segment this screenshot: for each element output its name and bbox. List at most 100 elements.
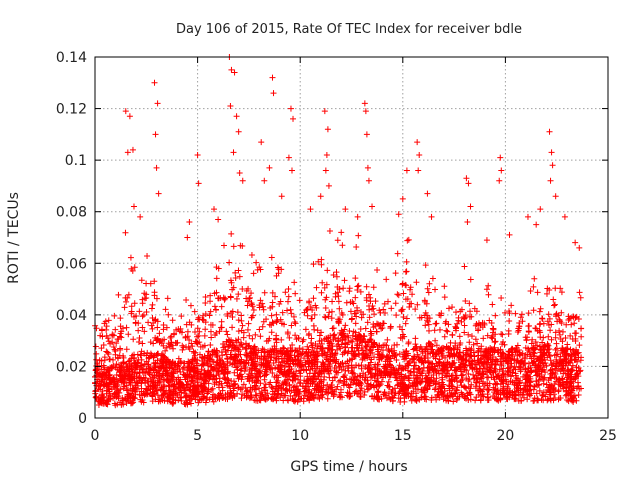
data-point	[123, 346, 130, 353]
data-point	[556, 394, 563, 401]
data-point	[387, 355, 394, 362]
data-point	[364, 377, 371, 384]
data-point	[335, 318, 342, 325]
data-point	[222, 295, 229, 302]
data-point	[255, 374, 262, 381]
data-point	[347, 375, 354, 382]
data-point	[218, 363, 225, 370]
data-point	[173, 326, 180, 333]
data-point	[243, 295, 250, 302]
data-point	[194, 381, 201, 388]
data-point	[485, 397, 492, 404]
data-point	[423, 300, 430, 307]
data-point	[475, 320, 482, 327]
data-point	[135, 320, 142, 327]
data-point	[423, 375, 430, 382]
data-point	[399, 326, 406, 333]
data-point	[158, 340, 165, 347]
data-point	[238, 356, 245, 363]
data-point	[269, 74, 276, 81]
data-point	[97, 332, 104, 339]
data-point	[244, 353, 251, 360]
data-point	[120, 385, 127, 392]
y-tick-label: 0.14	[56, 50, 87, 66]
data-point	[318, 365, 325, 372]
data-point	[206, 352, 213, 359]
data-point	[335, 293, 342, 300]
data-point	[215, 295, 222, 302]
data-point	[207, 292, 214, 299]
data-point	[322, 388, 329, 395]
data-point	[145, 383, 152, 390]
data-point	[368, 338, 375, 345]
data-point	[105, 317, 112, 324]
data-point	[170, 345, 177, 352]
data-point	[306, 388, 313, 395]
data-point	[365, 177, 372, 184]
data-point	[425, 289, 432, 296]
data-point	[172, 340, 179, 347]
data-point	[164, 295, 171, 302]
data-point	[348, 344, 355, 351]
data-point	[506, 317, 513, 324]
data-point	[461, 315, 468, 322]
data-point	[478, 360, 485, 367]
data-point	[463, 175, 470, 182]
data-point	[180, 360, 187, 367]
data-point	[307, 303, 314, 310]
data-point	[563, 378, 570, 385]
data-point	[121, 304, 128, 311]
data-point	[186, 364, 193, 371]
data-point	[438, 379, 445, 386]
data-point	[425, 321, 432, 328]
data-point	[155, 371, 162, 378]
data-point	[175, 355, 182, 362]
data-point	[227, 387, 234, 394]
data-point	[98, 326, 105, 333]
data-point	[265, 353, 272, 360]
data-point	[131, 369, 138, 376]
data-point	[271, 388, 278, 395]
data-point	[369, 392, 376, 399]
data-point	[228, 279, 235, 286]
data-point	[557, 368, 564, 375]
data-point	[486, 366, 493, 373]
data-point	[450, 398, 457, 405]
data-point	[285, 285, 292, 292]
data-point	[552, 334, 559, 341]
data-point	[424, 364, 431, 371]
data-point	[103, 323, 110, 330]
data-point	[489, 335, 496, 342]
data-point	[141, 295, 148, 302]
data-point	[551, 301, 558, 308]
data-point	[407, 284, 414, 291]
data-point	[273, 372, 280, 379]
data-point	[525, 310, 532, 317]
data-point	[299, 383, 306, 390]
data-point	[289, 341, 296, 348]
data-point	[296, 345, 303, 352]
data-point	[533, 378, 540, 385]
data-point	[339, 242, 346, 249]
data-point	[147, 365, 154, 372]
data-point	[342, 340, 349, 347]
data-point	[373, 378, 380, 385]
data-point	[139, 296, 146, 303]
data-point	[566, 315, 573, 322]
data-point	[143, 280, 150, 287]
data-point	[307, 366, 314, 373]
data-point	[204, 357, 211, 364]
data-point	[171, 366, 178, 373]
data-point	[354, 213, 361, 220]
data-point	[413, 380, 420, 387]
data-point	[131, 388, 138, 395]
data-point	[576, 289, 583, 296]
data-point	[238, 317, 245, 324]
data-point	[184, 371, 191, 378]
data-point	[282, 289, 289, 296]
data-point	[392, 300, 399, 307]
data-point	[107, 395, 114, 402]
data-point	[484, 332, 491, 339]
data-point	[232, 344, 239, 351]
data-point	[143, 391, 150, 398]
